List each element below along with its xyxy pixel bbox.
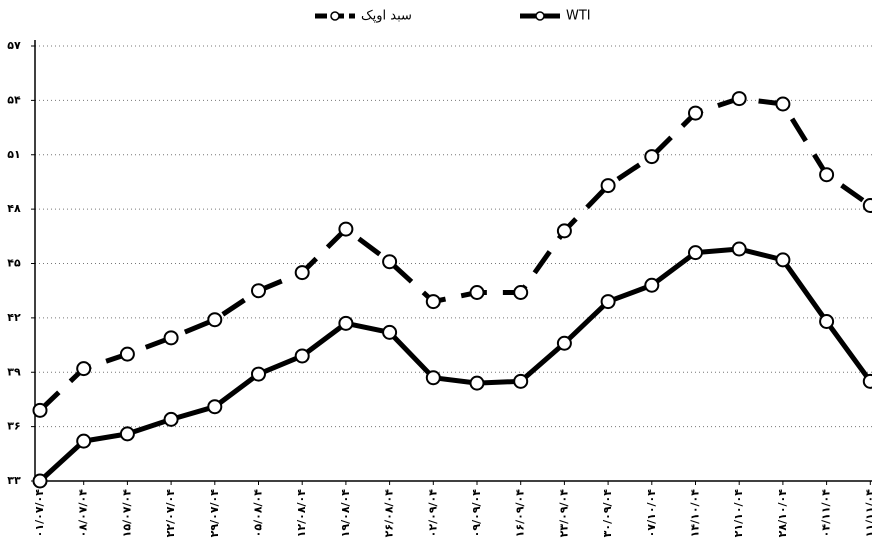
point: [471, 286, 484, 299]
x-tick-label: ۲۸/۱۰/۰۴: [776, 489, 789, 538]
point: [165, 413, 178, 426]
point: [383, 255, 396, 268]
x-tick-label: ۳۰/۰۹/۰۴: [601, 489, 614, 538]
x-tick-label: ۲۶/۰۸/۰۴: [383, 489, 396, 538]
point: [252, 284, 265, 297]
y-tick-label: ۵۱: [7, 148, 20, 161]
point: [558, 337, 571, 350]
point: [820, 315, 833, 328]
y-tick-label: ۵۷: [7, 39, 21, 52]
point: [733, 92, 746, 105]
x-tick-label: ۱۶/۰۹/۰۴: [514, 489, 527, 538]
point: [558, 224, 571, 237]
point: [121, 427, 134, 440]
x-tick-label: ۱۲/۰۸/۰۴: [295, 489, 308, 538]
point: [208, 400, 221, 413]
y-tick-label: ۴۲: [7, 311, 21, 324]
y-tick-label: ۴۵: [7, 257, 21, 270]
point: [645, 279, 658, 292]
point: [34, 475, 47, 488]
point: [514, 286, 527, 299]
x-tick-label: ۰۵/۰۸/۰۴: [252, 489, 265, 538]
x-tick-label: ۲۱/۱۰/۰۴: [732, 489, 745, 538]
chart: ۳۳ ۳۶ ۳۹ ۴۲ ۴۵ ۴۸ ۵۱ ۵۴ ۵۷ ۰۱/۰۷/۰۴ ۰۸/۰۷/۰۴ ۱۵/۰۷/…: [0, 0, 872, 546]
point: [208, 313, 221, 326]
point: [689, 246, 702, 259]
point: [471, 377, 484, 390]
point: [733, 243, 746, 256]
point: [296, 349, 309, 362]
point: [34, 404, 47, 417]
point: [602, 179, 615, 192]
x-tick-label: ۰۱/۰۷/۰۴: [33, 489, 46, 538]
point: [165, 331, 178, 344]
x-tick-label: ۱۹/۰۸/۰۴: [339, 489, 352, 538]
point: [602, 295, 615, 308]
point: [339, 223, 352, 236]
point: [820, 168, 833, 181]
point: [514, 375, 527, 388]
point: [383, 326, 396, 339]
point: [864, 375, 872, 388]
y-tick-label: ۵۴: [7, 93, 21, 106]
x-tick-label: ۱۱/۱۱/۰۴: [863, 489, 872, 538]
x-tick-label: ۲۲/۰۷/۰۴: [164, 489, 177, 538]
point: [77, 435, 90, 448]
point: [121, 348, 134, 361]
x-tick-label: ۱۵/۰۷/۰۴: [120, 489, 133, 538]
point: [427, 371, 440, 384]
x-tick-label: ۰۸/۰۷/۰۴: [77, 489, 90, 538]
legend-label: سبد اوپک: [361, 9, 412, 24]
point: [339, 317, 352, 330]
point: [689, 107, 702, 120]
point: [864, 199, 872, 212]
legend-item: WTI: [520, 9, 591, 24]
point: [252, 368, 265, 381]
x-tick-label: ۰۴/۱۱/۰۴: [820, 489, 833, 538]
legend-label: WTI: [566, 9, 591, 24]
legend-marker: [536, 12, 544, 20]
y-tick-label: ۳۳: [7, 474, 21, 487]
series-line: [40, 99, 870, 411]
legend-item: سبد اوپک: [315, 9, 412, 24]
x-tick-label: ۰۷/۱۰/۰۴: [645, 489, 658, 538]
point: [77, 362, 90, 375]
point: [776, 253, 789, 266]
point: [427, 295, 440, 308]
x-tick-label: ۰۹/۰۹/۰۴: [470, 489, 483, 538]
series-line: [40, 249, 870, 481]
y-tick-label: ۳۹: [7, 365, 21, 378]
y-tick-label: ۳۶: [7, 420, 20, 433]
x-tick-label: ۲۹/۰۷/۰۴: [208, 489, 221, 538]
legend-marker: [331, 12, 339, 20]
point: [296, 266, 309, 279]
point: [645, 150, 658, 163]
x-tick-label: ۲۳/۰۹/۰۴: [557, 489, 570, 538]
x-tick-label: ۱۴/۱۰/۰۴: [689, 489, 702, 538]
point: [776, 98, 789, 111]
y-tick-label: ۴۸: [7, 202, 21, 215]
x-tick-label: ۰۲/۰۹/۰۴: [426, 489, 439, 538]
